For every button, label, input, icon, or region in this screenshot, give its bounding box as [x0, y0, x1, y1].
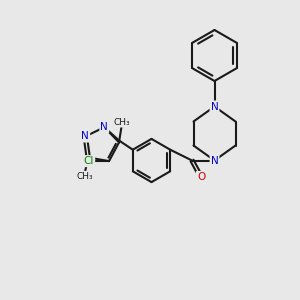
- Text: N: N: [211, 101, 218, 112]
- Text: N: N: [100, 122, 108, 132]
- Text: CH₃: CH₃: [113, 118, 130, 127]
- Text: CH₃: CH₃: [77, 172, 94, 181]
- Text: Cl: Cl: [84, 156, 94, 166]
- Text: O: O: [197, 172, 205, 182]
- Text: N: N: [81, 131, 89, 142]
- Text: N: N: [211, 155, 218, 166]
